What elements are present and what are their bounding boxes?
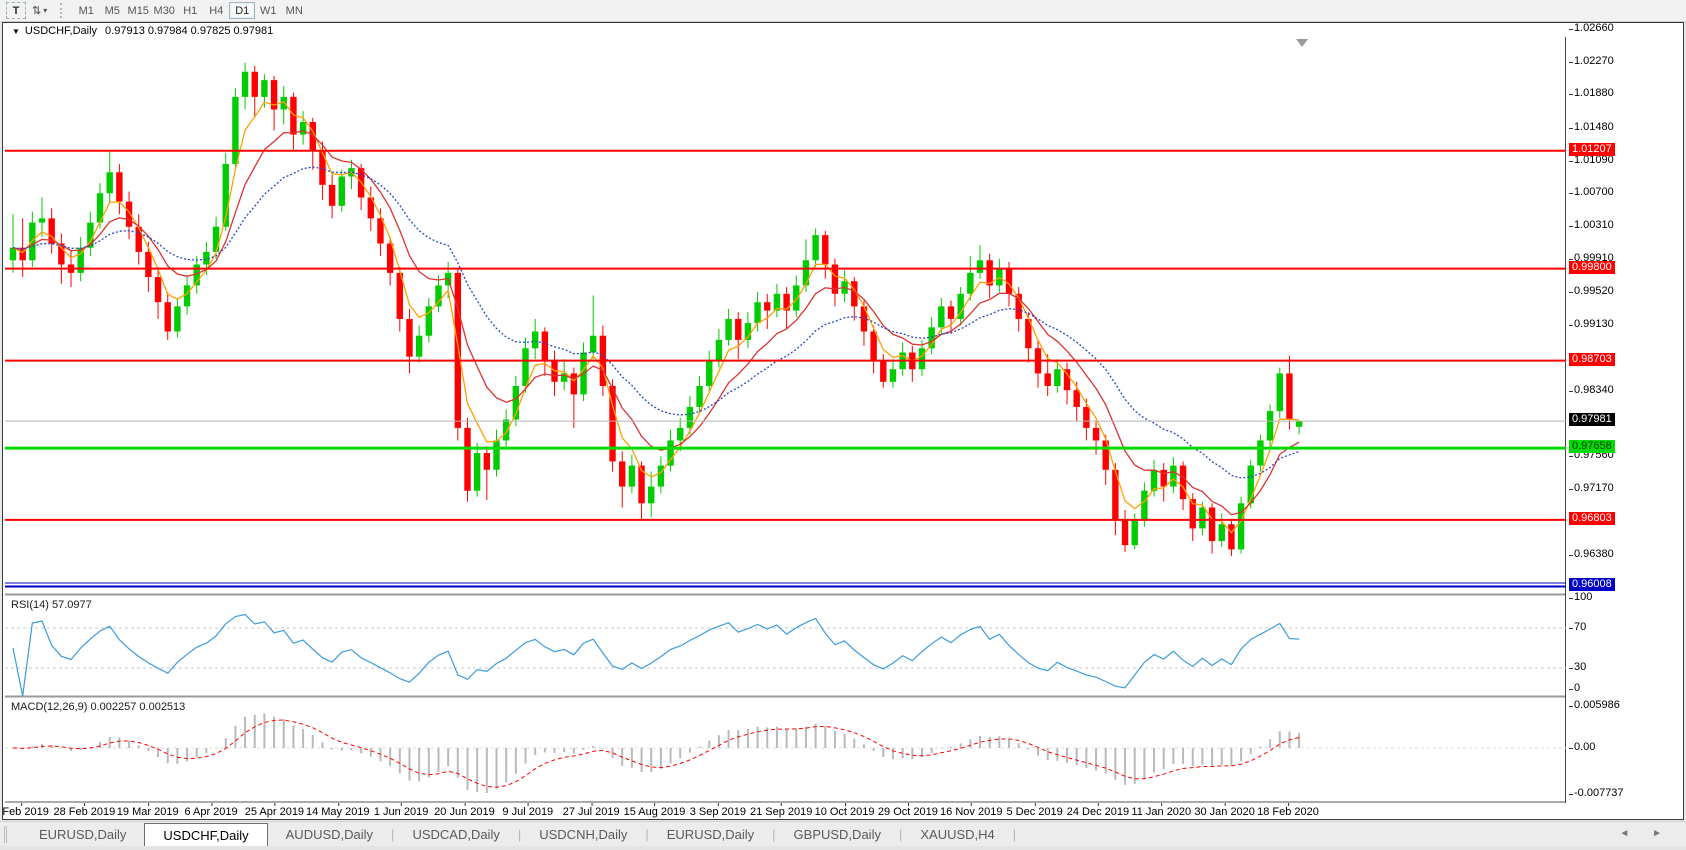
price-level-label: 0.99800 xyxy=(1569,260,1615,274)
tab-separator: | xyxy=(1012,827,1017,842)
chart-tab-USDCHF-Daily[interactable]: USDCHF,Daily xyxy=(144,823,268,847)
price-axis-label: 1.00700 xyxy=(1569,186,1614,199)
price-axis-label: 0.98340 xyxy=(1569,384,1614,397)
chart-shift-marker xyxy=(1296,39,1308,47)
tab-separator: | xyxy=(517,827,522,842)
price-axis-label: 1.01090 xyxy=(1569,153,1614,166)
chart-title-bar: ▼ USDCHF,Daily 0.97913 0.97984 0.97825 0… xyxy=(4,24,404,38)
date-label: 27 Jul 2019 xyxy=(562,803,620,818)
chart-tab-AUDUSD-Daily[interactable]: AUDUSD,Daily xyxy=(285,827,374,842)
pointer-tool-button[interactable]: ⇅ ▾ xyxy=(28,2,51,19)
date-label: 10 Oct 2019 xyxy=(814,803,875,818)
price-level-label: 0.96008 xyxy=(1569,578,1615,592)
date-label: 3 Sep 2019 xyxy=(689,803,746,818)
tab-scroll-left-button[interactable]: ◄ xyxy=(1619,828,1640,839)
chart-tab-USDCNH-Daily[interactable]: USDCNH,Daily xyxy=(539,827,628,842)
rsi-axis-label: 30 xyxy=(1568,661,1587,673)
price-axis-label: 1.01480 xyxy=(1569,120,1614,133)
price-chart-canvas[interactable] xyxy=(5,37,1566,803)
date-label: 28 Feb 2019 xyxy=(53,803,116,818)
chevron-down-icon: ▾ xyxy=(43,6,48,15)
price-axis-label: 0.96380 xyxy=(1569,548,1614,561)
price-axis-label: 0.97170 xyxy=(1569,482,1614,495)
date-label: 25 Apr 2019 xyxy=(244,803,305,818)
rsi-axis-label: 70 xyxy=(1568,621,1587,633)
price-level-label: 0.98703 xyxy=(1569,352,1615,366)
date-label: 19 Mar 2019 xyxy=(116,803,179,818)
price-axis-label: 0.99130 xyxy=(1569,317,1614,330)
chart-tab-GBPUSD-Daily[interactable]: GBPUSD,Daily xyxy=(793,827,881,842)
price-level-label: 0.96803 xyxy=(1569,511,1615,525)
toolbar-separator xyxy=(60,3,67,18)
rsi-panel-label: RSI(14) 57.0977 xyxy=(11,599,92,611)
timeframe-button-M5[interactable]: M5 xyxy=(99,2,125,19)
date-label: 14 May 2019 xyxy=(305,803,370,818)
tab-separator: | xyxy=(772,827,776,842)
date-label: 9 Jul 2019 xyxy=(502,803,554,818)
tab-separator: | xyxy=(898,827,903,842)
chart-tab-EURUSD-Daily[interactable]: EURUSD,Daily xyxy=(39,827,127,842)
current-price-label: 0.97981 xyxy=(1569,413,1615,427)
timeframe-button-M1[interactable]: M1 xyxy=(73,2,99,19)
rsi-line xyxy=(12,613,1300,697)
date-label: 16 Nov 2019 xyxy=(940,803,1003,818)
price-axis-label: 1.02270 xyxy=(1569,54,1614,67)
symbol-caret-icon[interactable]: ▼ xyxy=(12,26,20,36)
chart-symbol-title: USDCHF,Daily xyxy=(24,25,98,37)
date-label: 24 Dec 2019 xyxy=(1066,803,1130,818)
chart-ohlc-values: 0.97913 0.97984 0.97825 0.97981 xyxy=(105,25,274,37)
macd-signal-line xyxy=(12,719,1300,788)
date-label: 30 Jan 2020 xyxy=(1194,803,1255,818)
macd-axis-label: 0.00 xyxy=(1568,741,1596,753)
toolbar: T ⇅ ▾ M1 M5 M15 M30 H1 H4 D1 W1 MN xyxy=(0,0,1686,22)
ma-slow-line xyxy=(12,166,1300,479)
date-label: 15 Aug 2019 xyxy=(623,803,686,818)
date-label: 6 Apr 2019 xyxy=(184,803,238,818)
price-axis-label: 0.99520 xyxy=(1569,285,1614,298)
date-label: 11 Jan 2020 xyxy=(1131,803,1192,818)
timeframe-button-D1[interactable]: D1 xyxy=(229,2,256,19)
price-level-label: 0.97658 xyxy=(1569,440,1615,454)
date-label: 29 Oct 2019 xyxy=(877,803,938,818)
macd-panel-label: MACD(12,26,9) 0.002257 0.002513 xyxy=(11,701,186,713)
chart-tab-EURUSD-Daily[interactable]: EURUSD,Daily xyxy=(666,827,755,842)
macd-axis-label: -0.007737 xyxy=(1569,787,1624,799)
macd-histogram xyxy=(21,713,1301,793)
macd-axis-label: 0.005986 xyxy=(1569,699,1620,711)
date-label: 21 Sep 2019 xyxy=(749,803,813,818)
status-bar xyxy=(0,846,1686,850)
tab-separator: | xyxy=(645,827,649,842)
price-axis-label: 1.02660 xyxy=(1569,22,1614,34)
ma-fast-line xyxy=(12,101,1300,534)
date-label: 5 Dec 2019 xyxy=(1006,803,1063,818)
tab-scroll-right-button[interactable]: ► xyxy=(1652,828,1672,839)
timeframe-button-H4[interactable]: H4 xyxy=(203,2,229,19)
chart-tab-XAUUSD-H4[interactable]: XAUUSD,H4 xyxy=(920,827,995,842)
candles-group xyxy=(9,62,1303,557)
timeframe-button-H1[interactable]: H1 xyxy=(177,2,203,19)
rsi-axis-label: 100 xyxy=(1568,591,1593,603)
price-axis-label: 1.01880 xyxy=(1569,87,1614,100)
price-axis: 1.02660 1.02270 1.01880 1.01480 1.01090 1.007… xyxy=(1568,22,1682,803)
timeframe-button-group: M1 M5 M15 M30 H1 H4 D1 W1 MN xyxy=(73,2,307,19)
tab-bar-grip xyxy=(4,826,17,843)
arrows-icon: ⇅ xyxy=(32,5,42,17)
date-label: 18 Feb 2020 xyxy=(1257,803,1319,818)
timeframe-button-M30[interactable]: M30 xyxy=(151,2,177,19)
timeframe-button-MN[interactable]: MN xyxy=(281,2,307,19)
tab-separator: | xyxy=(391,827,395,842)
price-level-label: 1.01207 xyxy=(1569,142,1615,156)
chart-tab-bar: EURUSD,Daily USDCHF,Daily AUDUSD,Daily | USD… xyxy=(0,821,1686,847)
chart-window: ▼ USDCHF,Daily 0.97913 0.97984 0.97825 0… xyxy=(0,22,1684,820)
text-tool-button[interactable]: T xyxy=(6,2,26,19)
price-axis-label: 1.00310 xyxy=(1569,218,1614,231)
rsi-axis-label: 0 xyxy=(1568,682,1581,694)
chart-tab-USDCAD-Daily[interactable]: USDCAD,Daily xyxy=(412,827,500,842)
timeframe-button-W1[interactable]: W1 xyxy=(255,2,281,19)
date-label: 9 Feb 2019 xyxy=(0,803,49,818)
date-label: 20 Jun 2019 xyxy=(434,803,495,818)
date-label: 1 Jun 2019 xyxy=(373,803,429,818)
timeframe-button-M15[interactable]: M15 xyxy=(125,2,151,19)
